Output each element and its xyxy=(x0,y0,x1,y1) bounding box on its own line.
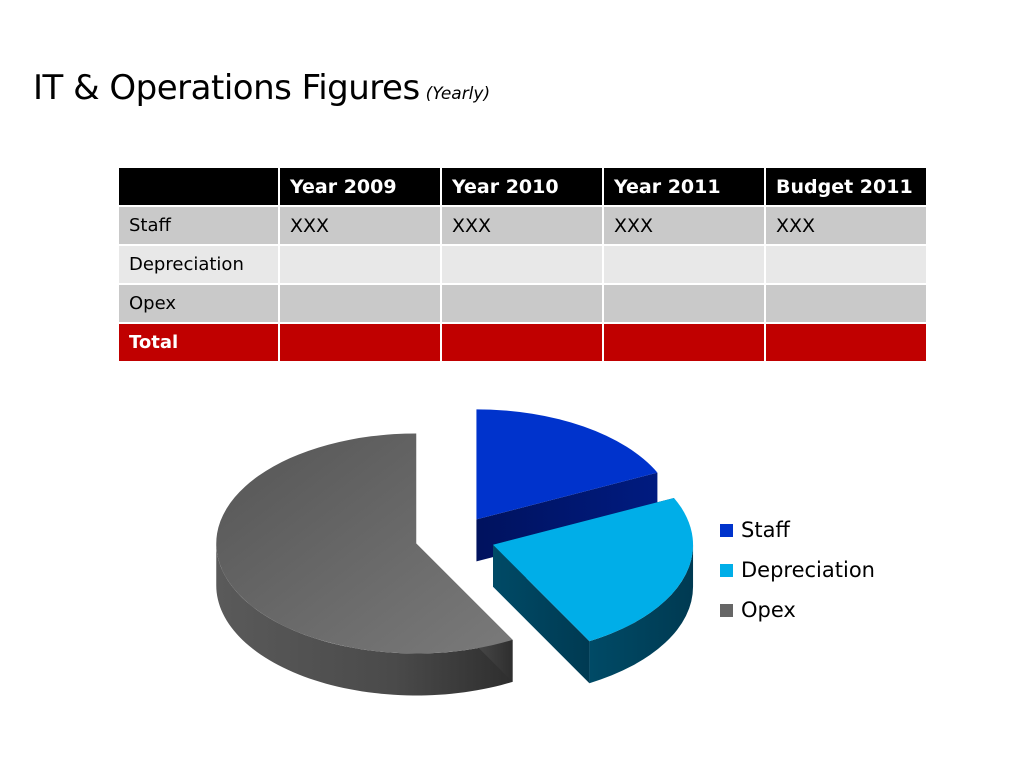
table-cell xyxy=(602,244,766,285)
table-row: Opex xyxy=(117,283,928,324)
table-row: Staff XXX XXX XXX XXX xyxy=(117,205,928,246)
table-cell xyxy=(278,322,442,363)
table-total-row: Total xyxy=(117,322,928,363)
figures-table: Year 2009 Year 2010 Year 2011 Budget 201… xyxy=(117,166,928,363)
table-header-cell: Year 2010 xyxy=(440,166,604,207)
table-header-cell: Budget 2011 xyxy=(764,166,928,207)
table-row: Depreciation xyxy=(117,244,928,285)
legend-item-staff: Staff xyxy=(720,510,875,550)
row-label-total: Total xyxy=(117,322,280,363)
table-cell xyxy=(278,244,442,285)
slice-top-face xyxy=(493,497,694,642)
title-block: IT & Operations Figures (Yearly) xyxy=(33,68,490,108)
table-header-cell: Year 2011 xyxy=(602,166,766,207)
slice-top-face xyxy=(476,409,658,520)
slice-side-wall xyxy=(216,543,513,696)
legend-label: Opex xyxy=(741,598,796,622)
legend-swatch xyxy=(720,563,733,577)
page-subtitle: (Yearly) xyxy=(425,84,491,104)
table-cell xyxy=(440,283,604,324)
table-cell xyxy=(764,244,928,285)
table-cell xyxy=(602,322,766,363)
table-cell xyxy=(764,283,928,324)
chart-legend: Staff Depreciation Opex xyxy=(720,510,875,630)
table-cell xyxy=(602,283,766,324)
table-cell: XXX xyxy=(278,205,442,246)
table-cell: XXX xyxy=(764,205,928,246)
pie-slice-depreciation xyxy=(493,497,694,684)
table-header-cell: Year 2009 xyxy=(278,166,442,207)
table-header-row: Year 2009 Year 2010 Year 2011 Budget 201… xyxy=(117,166,928,207)
table-cell xyxy=(278,283,442,324)
slice-side-wall xyxy=(589,544,694,684)
pie-slice-opex xyxy=(216,433,513,696)
row-label-opex: Opex xyxy=(117,283,280,324)
legend-swatch xyxy=(720,523,733,537)
table-cell xyxy=(764,322,928,363)
table-cell xyxy=(440,322,604,363)
table-cell: XXX xyxy=(602,205,766,246)
page-title: IT & Operations Figures xyxy=(33,68,420,108)
table-cell xyxy=(440,244,604,285)
slice-top-face xyxy=(216,433,513,654)
legend-item-opex: Opex xyxy=(720,590,875,630)
row-label-staff: Staff xyxy=(117,205,280,246)
slice-cut-face xyxy=(493,544,590,684)
legend-label: Depreciation xyxy=(741,558,875,582)
legend-item-depreciation: Depreciation xyxy=(720,550,875,590)
legend-label: Staff xyxy=(741,518,790,542)
row-label-depreciation: Depreciation xyxy=(117,244,280,285)
table-header-cell xyxy=(117,166,280,207)
legend-swatch xyxy=(720,603,733,617)
table-cell: XXX xyxy=(440,205,604,246)
